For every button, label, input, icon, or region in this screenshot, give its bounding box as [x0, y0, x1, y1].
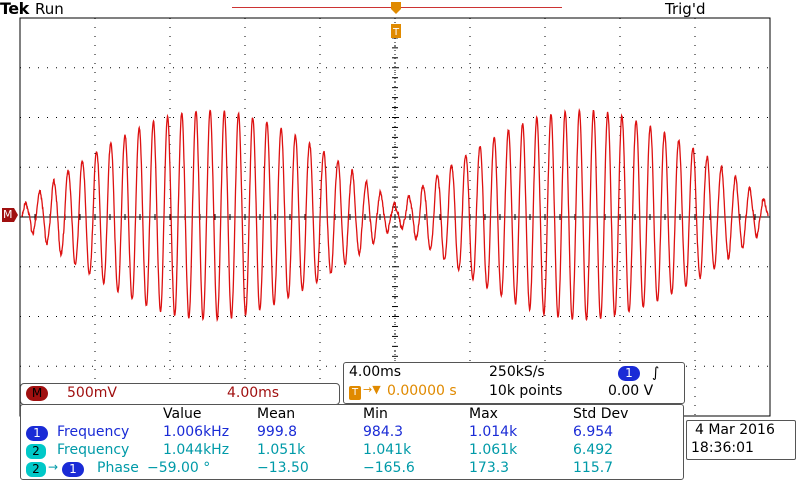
horizontal-scale: 4.00ms	[349, 364, 402, 380]
measurement-value: 1.006kHz	[163, 424, 230, 440]
measurement-min: 984.3	[363, 424, 404, 440]
channel-1-badge: 1	[26, 426, 48, 441]
acquisition-state: Run	[35, 0, 64, 18]
col-header-mean: Mean	[257, 406, 296, 422]
measurement-name: Frequency	[57, 424, 130, 440]
graticule	[19, 17, 771, 417]
measurement-max: 1.014k	[469, 424, 518, 440]
measurement-min: 1.041k	[363, 442, 412, 458]
trigger-arrow-small-icon: →▼	[363, 383, 381, 396]
trigger-arrow-icon	[391, 2, 401, 14]
brand-logo: Tek	[0, 0, 29, 18]
sample-rate: 250kS/s	[489, 364, 545, 380]
measurement-mean: 999.8	[257, 424, 298, 440]
trigger-position: 0.00000 s	[387, 383, 457, 399]
trigger-level: 0.00 V	[608, 383, 654, 399]
math-waveform-trace	[21, 108, 769, 323]
trigger-source-badge: 1	[618, 366, 640, 381]
col-header-min: Min	[363, 406, 388, 422]
acquisition-panel[interactable]: 4.00ms 250kS/s 1 ∫ T →▼ 0.00000 s 10k po…	[343, 362, 685, 404]
channel-2-badge: 2	[26, 462, 46, 477]
math-badge: M	[26, 386, 48, 401]
trigger-status: Trig'd	[665, 0, 706, 18]
trigger-position-badge: T	[349, 386, 361, 400]
arrow-right-icon: →	[48, 460, 59, 474]
measurement-row[interactable]: 2 Frequency 1.044kHz 1.051k 1.041k 1.061…	[21, 442, 681, 460]
math-timebase: 4.00ms	[227, 385, 280, 401]
time: 18:36:01	[691, 440, 754, 456]
col-header-stddev: Std Dev	[573, 406, 629, 422]
trigger-position-marker[interactable]: T	[390, 0, 402, 40]
measurement-row[interactable]: 1 Frequency 1.006kHz 999.8 984.3 1.014k …	[21, 424, 681, 442]
measurement-max: 1.061k	[469, 442, 518, 458]
record-length: 10k points	[489, 383, 563, 399]
math-readout-panel[interactable]: M 500mV 4.00ms	[20, 383, 340, 405]
datetime-panel: 4 Mar 2016 18:36:01	[686, 420, 796, 460]
rising-edge-icon: ∫	[652, 365, 660, 381]
measurement-name: Phase	[97, 460, 139, 476]
trigger-t-icon	[391, 24, 401, 38]
measurement-max: 173.3	[469, 460, 510, 476]
date: 4 Mar 2016	[695, 422, 775, 438]
math-marker-icon	[2, 208, 18, 222]
measurement-stddev: 115.7	[573, 460, 614, 476]
trigger-t-label: T	[392, 27, 400, 38]
measurement-min: −165.6	[363, 460, 415, 476]
channel-2-badge: 2	[26, 444, 46, 459]
col-header-max: Max	[469, 406, 498, 422]
measurement-stddev: 6.492	[573, 442, 614, 458]
measurement-name: Frequency	[57, 442, 130, 458]
math-scale: 500mV	[67, 385, 117, 401]
col-header-value: Value	[163, 406, 202, 422]
math-ground-marker[interactable]: M	[2, 208, 18, 222]
measurement-value: 1.044kHz	[163, 442, 230, 458]
measurement-stddev: 6.954	[573, 424, 614, 440]
measurement-mean: −13.50	[257, 460, 309, 476]
measurement-mean: 1.051k	[257, 442, 306, 458]
channel-1-badge: 1	[62, 462, 84, 477]
measurements-panel[interactable]: Value Mean Min Max Std Dev 1 Frequency 1…	[20, 404, 684, 480]
measurement-row[interactable]: 2 → 1 Phase −59.00 ° −13.50 −165.6 173.3…	[21, 460, 681, 478]
math-marker-label: M	[3, 208, 13, 221]
measurement-value: −59.00 °	[147, 460, 211, 476]
